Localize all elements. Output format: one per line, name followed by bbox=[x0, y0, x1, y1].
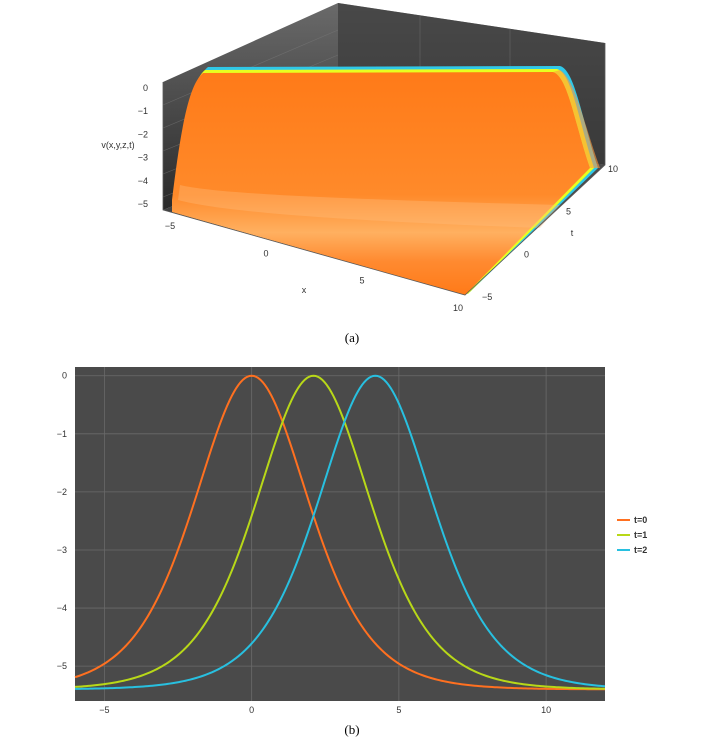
legend: t=0 t=1 t=2 bbox=[617, 515, 647, 555]
x-tick-label: 0 bbox=[263, 248, 268, 258]
z-tick-label: 0 bbox=[143, 83, 148, 93]
legend-label: t=1 bbox=[634, 530, 647, 540]
y-tick-label: −3 bbox=[57, 545, 67, 555]
x-axis-label: x bbox=[302, 285, 307, 295]
x-tick-label: 5 bbox=[396, 705, 401, 715]
z-axis-ticks: 0 −1 −2 −3 −4 −5 bbox=[138, 83, 148, 209]
z-tick-label: −1 bbox=[138, 106, 148, 116]
t-tick-label: 0 bbox=[524, 249, 529, 259]
z-tick-label: −3 bbox=[138, 153, 148, 163]
surface-plot-3d: 0 −1 −2 −3 −4 −5 v(x,y,z,t) −5 0 5 10 x −5 0 5 10 t bbox=[101, 3, 618, 313]
plot-area bbox=[75, 367, 605, 701]
grid bbox=[75, 367, 605, 701]
caption-a: (a) bbox=[345, 330, 359, 345]
x-tick-label: −5 bbox=[99, 705, 109, 715]
z-tick-label: −5 bbox=[138, 199, 148, 209]
surface-main bbox=[172, 72, 590, 295]
t-axis-ticks: −5 0 5 10 bbox=[482, 164, 618, 302]
series-line-1 bbox=[74, 374, 606, 690]
x-axis-ticks: −5 0 5 10 bbox=[165, 221, 463, 313]
z-tick-label: −2 bbox=[138, 129, 148, 139]
x-tick-label: 10 bbox=[541, 705, 551, 715]
legend-label: t=2 bbox=[634, 545, 647, 555]
x-tick-label: 5 bbox=[359, 276, 364, 286]
y-tick-label: 0 bbox=[62, 371, 67, 381]
t-axis-label: t bbox=[571, 228, 574, 238]
z-axis-label: v(x,y,z,t) bbox=[101, 140, 134, 150]
x-tick-label: −5 bbox=[165, 221, 175, 231]
t-tick-label: −5 bbox=[482, 292, 492, 302]
legend-label: t=0 bbox=[634, 515, 647, 525]
y-tick-label: −1 bbox=[57, 429, 67, 439]
x-tick-label: 0 bbox=[249, 705, 254, 715]
z-tick-label: −4 bbox=[138, 176, 148, 186]
line-plot: −5 0 5 10 0 −1 −2 −3 −4 −5 t=0 t=1 t=2 bbox=[57, 367, 647, 715]
box-edge bbox=[162, 43, 606, 296]
series-line-0 bbox=[74, 374, 606, 691]
caption-b: (b) bbox=[344, 722, 359, 737]
y-tick-label: −4 bbox=[57, 603, 67, 613]
series-lines bbox=[74, 374, 606, 691]
surface-highlight bbox=[178, 185, 560, 228]
t-tick-label: 5 bbox=[566, 207, 571, 217]
y-tick-label: −5 bbox=[57, 661, 67, 671]
surface-right-falloff bbox=[553, 70, 600, 168]
x-tick-label: 10 bbox=[453, 303, 463, 313]
axis-ticks: −5 0 5 10 0 −1 −2 −3 −4 −5 bbox=[57, 371, 551, 715]
t-tick-label: 10 bbox=[608, 164, 618, 174]
y-tick-label: −2 bbox=[57, 487, 67, 497]
series-line-2 bbox=[74, 374, 606, 690]
